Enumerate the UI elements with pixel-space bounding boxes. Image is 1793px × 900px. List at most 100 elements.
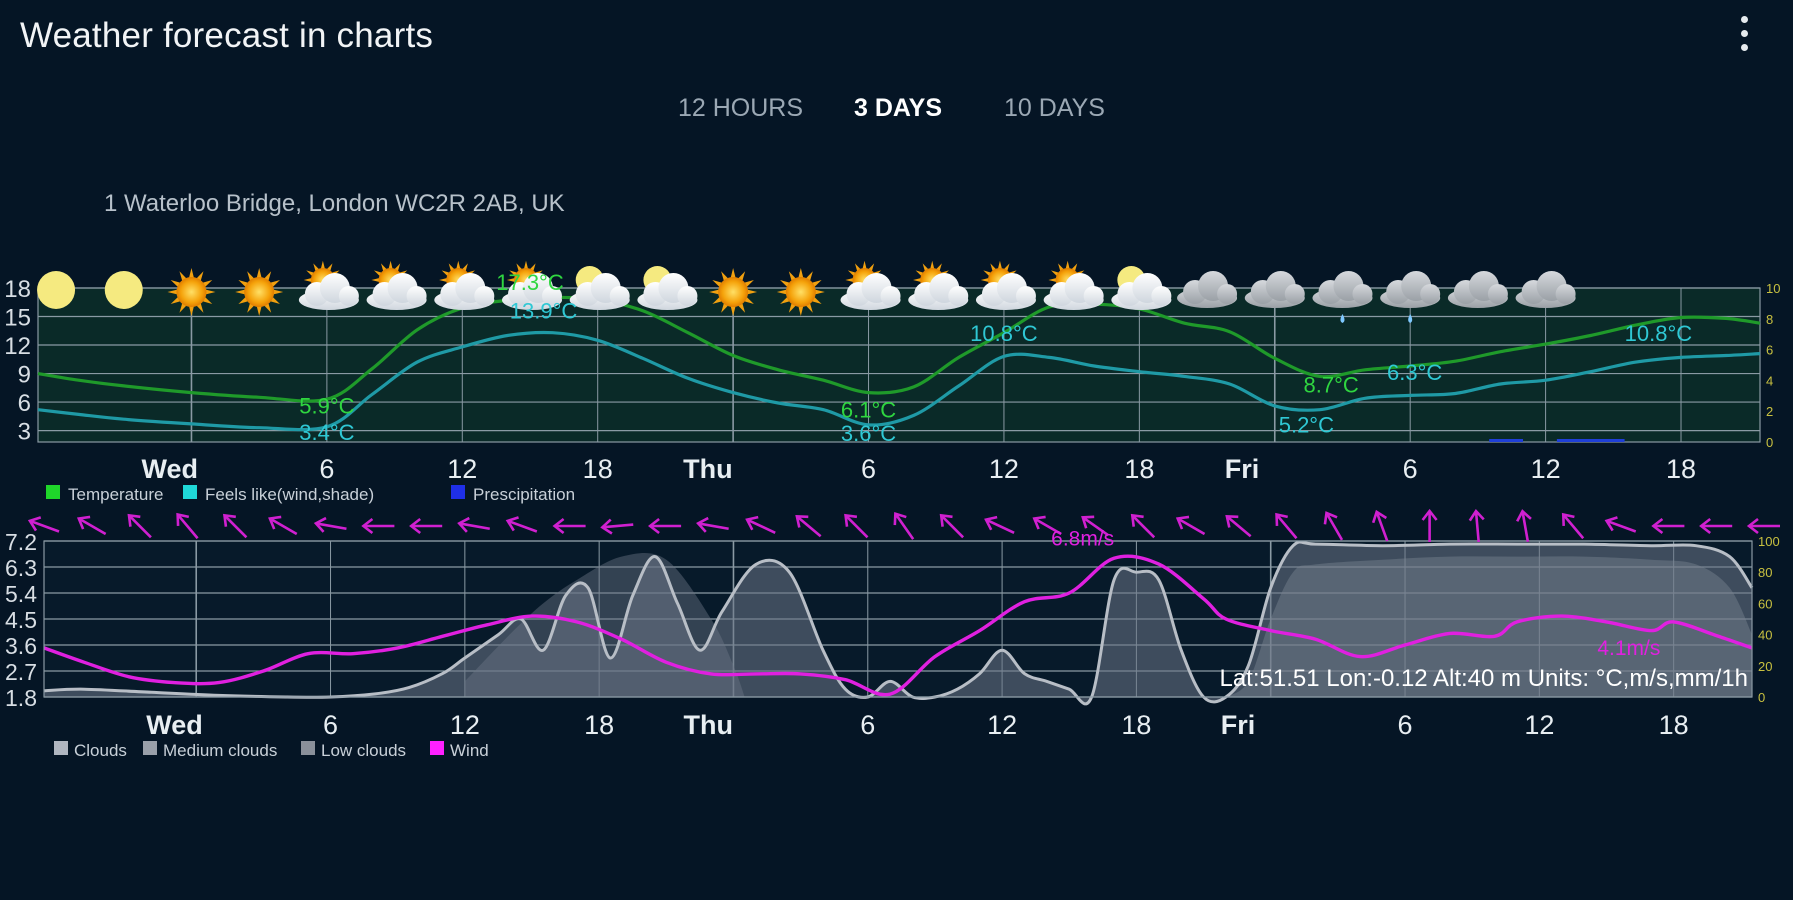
wind-arrow-shaft <box>1375 512 1389 542</box>
sun-ray <box>272 289 284 295</box>
wind-arrow-head <box>696 516 709 533</box>
legend-item: Temperature <box>46 485 163 504</box>
moon-cloud-icon <box>569 266 630 310</box>
sun-cloud-icon <box>1043 260 1104 310</box>
wind-arrow-head <box>361 517 374 535</box>
legend-swatch <box>451 485 465 499</box>
moon-disc <box>104 271 143 309</box>
sun-ray <box>1048 277 1058 283</box>
cloud-icon <box>1244 271 1305 308</box>
cloud-puff <box>1420 284 1441 304</box>
feels-like-line <box>37 330 1761 432</box>
cloud-puff <box>677 286 698 306</box>
y-tick-label: 6.3 <box>5 555 37 581</box>
cloud-puff <box>1015 286 1036 306</box>
wind-arrow-shaft <box>316 522 347 531</box>
wind-arrow-shaft <box>128 515 152 539</box>
x-tick-label: Fri <box>1225 454 1260 484</box>
wind-arrow-head <box>1651 517 1664 535</box>
sun-ray <box>439 277 448 283</box>
wind-arrow-icon <box>1275 512 1298 540</box>
cloud-puff <box>1151 286 1172 306</box>
x-tick-label: Thu <box>683 454 732 484</box>
cloud-puff <box>1083 286 1104 306</box>
location-address: 1 Waterloo Bridge, London WC2R 2AB, UK <box>104 190 565 217</box>
x-tick-label: 6 <box>1398 710 1413 740</box>
wind-arrow-icon <box>176 512 199 540</box>
y-tick-label-right: 100 <box>1758 534 1780 549</box>
app-bar: Weather forecast in charts <box>0 0 1793 80</box>
wind-arrow-head <box>745 515 759 531</box>
wind-arrow-shaft <box>1325 513 1344 541</box>
cloud-puff <box>948 286 969 306</box>
y-tick-label-right: 4 <box>1766 373 1773 388</box>
x-tick-label: Wed <box>146 710 203 740</box>
tab-3-days[interactable]: 3 DAYS <box>854 94 943 122</box>
y-tick-label-right: 10 <box>1766 281 1780 296</box>
app-title: Weather forecast in charts <box>20 16 434 55</box>
sun-ray <box>235 289 246 295</box>
y-tick-label-right: 6 <box>1766 343 1773 358</box>
x-tick-label: Wed <box>141 454 198 484</box>
wind-arrow-head <box>647 517 660 535</box>
temperature-data-label: 3.4°C <box>299 420 354 445</box>
x-tick-label: 18 <box>1659 710 1689 740</box>
overflow-menu-icon[interactable] <box>1726 12 1762 56</box>
wind-arrow-shaft <box>1177 517 1206 536</box>
moon-cloud-icon <box>637 266 698 310</box>
sun-cloud-icon <box>434 260 495 310</box>
precipitation-bar <box>1556 439 1625 442</box>
wind-arrow-shaft <box>1082 516 1109 537</box>
wind-arrow-head <box>1561 512 1575 526</box>
sun-ray <box>456 260 461 270</box>
wind-arrow-head <box>984 515 998 531</box>
moon-icon <box>37 271 76 309</box>
wind-arrow-icon <box>893 511 915 540</box>
legend-item: Clouds <box>54 741 127 760</box>
cloud-icon <box>1177 271 1238 308</box>
wind-arrow-shaft <box>1226 516 1252 538</box>
temperature-data-label: 17.3°C <box>496 270 564 295</box>
wind-arrow-icon <box>1371 509 1389 542</box>
wind-arrow-icon <box>1130 513 1156 539</box>
cloud-puff <box>880 286 901 306</box>
wind-arrow-icon <box>1421 508 1438 542</box>
rain-drop <box>1408 314 1413 323</box>
x-tick-label: 6 <box>860 710 875 740</box>
sun-ray <box>188 305 195 316</box>
temperature-data-label: 10.8°C <box>1625 321 1693 346</box>
wind-arrow-shaft <box>177 514 199 540</box>
wind-arrow-head <box>1225 514 1239 528</box>
wind-arrow-head <box>552 517 565 535</box>
wind-arrow-icon <box>647 517 682 535</box>
temperature-data-label: 5.2°C <box>1279 412 1334 437</box>
sun-ray <box>997 260 1003 270</box>
y-tick-label-right: 2 <box>1766 404 1773 419</box>
wind-arrow-icon <box>1746 517 1780 535</box>
wind-arrow-shaft <box>1521 511 1530 542</box>
wind-data-label: 6.8m/s <box>1051 527 1114 550</box>
wind-arrow-head <box>1275 512 1288 526</box>
wind-arrow-head <box>1032 515 1046 530</box>
temperature-data-label: 5.9°C <box>299 393 354 418</box>
wind-arrow-icon <box>505 516 538 533</box>
sun-disc <box>244 277 275 307</box>
sun-ray <box>798 305 804 316</box>
wind-arrow-shaft <box>603 523 634 529</box>
x-tick-label: 18 <box>584 710 614 740</box>
wind-arrow-icon <box>939 513 965 539</box>
y-tick-label: 4.5 <box>5 607 37 633</box>
wind-arrow-shaft <box>845 515 869 539</box>
tab-12-hours[interactable]: 12 HOURS <box>678 94 804 122</box>
plot-border <box>43 540 1753 698</box>
tab-10-days[interactable]: 10 DAYS <box>1004 94 1105 122</box>
legend-item: Prescipitation <box>451 485 575 504</box>
wind-arrow-icon <box>409 517 443 535</box>
cloud-icon <box>1515 271 1576 308</box>
wind-arrow-shaft <box>508 519 538 533</box>
wind-arrow-head <box>600 518 613 535</box>
y-tick-label: 9 <box>18 362 31 389</box>
wind-arrow-icon <box>222 513 248 539</box>
y-tick-label: 12 <box>4 333 31 360</box>
